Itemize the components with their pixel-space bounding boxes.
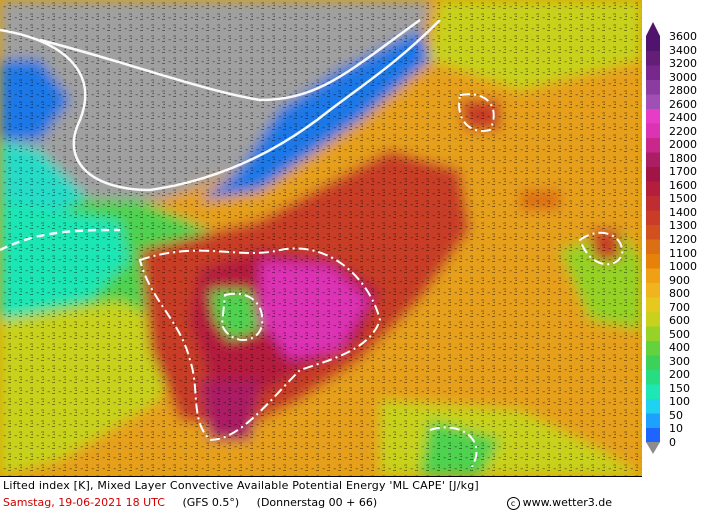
legend-swatch — [646, 166, 660, 182]
legend-swatch — [646, 210, 660, 225]
legend-label: 500 — [669, 327, 690, 341]
legend-swatch — [646, 398, 660, 414]
legend-label: 600 — [669, 314, 690, 328]
legend-label: 900 — [669, 273, 690, 287]
color-legend: 0 10 50 100 150 200 300 400 500 600 700 800 900 1000 1… — [642, 0, 704, 476]
legend-label: 1200 — [669, 233, 697, 246]
footer: Lifted index [K], Mixed Layer Convective… — [0, 476, 642, 513]
legend-label: 1500 — [669, 192, 697, 206]
legend-swatch — [646, 326, 660, 341]
legend-swatch — [646, 282, 660, 298]
legend-label: 50 — [669, 408, 683, 422]
legend-swatch — [646, 79, 660, 95]
legend-min-arrow — [646, 442, 660, 454]
legend-swatch — [646, 108, 660, 124]
legend-label: 1700 — [669, 165, 697, 179]
legend-label: 2400 — [669, 111, 697, 125]
legend-label: 1300 — [669, 219, 697, 233]
footer-model: (GFS 0.5°) — [182, 496, 240, 509]
legend-label: 2000 — [669, 138, 697, 152]
legend-label: 100 — [669, 395, 690, 409]
legend-bar — [646, 22, 660, 454]
legend-swatch — [646, 297, 660, 312]
legend-label: 2800 — [669, 84, 697, 98]
legend-swatch — [646, 137, 660, 153]
legend-label: 0 — [669, 436, 676, 449]
copyright-icon: c — [506, 496, 520, 510]
legend-swatch — [646, 268, 660, 283]
legend-swatch — [646, 413, 660, 428]
weather-map: -3 — [0, 0, 642, 476]
legend-swatch — [646, 427, 660, 443]
legend-swatch — [646, 340, 660, 356]
legend-label: 3200 — [669, 57, 697, 71]
legend-swatch — [646, 65, 660, 80]
legend-label: 1600 — [669, 178, 697, 192]
legend-label: 10 — [669, 422, 683, 436]
legend-label: 1400 — [669, 205, 697, 219]
legend-label: 200 — [669, 368, 690, 382]
cape-field: -3 — [0, 0, 642, 476]
legend-label: 3000 — [669, 70, 697, 84]
footer-run: (Donnerstag 00 + 66) — [256, 496, 378, 509]
copyright-text: www.wetter3.de — [522, 496, 612, 509]
legend-swatch — [646, 36, 660, 51]
legend-swatch — [646, 311, 660, 327]
legend-swatch — [646, 94, 660, 109]
legend-swatch — [646, 181, 660, 196]
legend-label: 150 — [669, 381, 690, 395]
legend-swatch — [646, 50, 660, 66]
legend-label: 400 — [669, 341, 690, 355]
legend-swatch — [646, 355, 660, 370]
legend-label: 300 — [669, 354, 690, 368]
legend-label: 2200 — [669, 124, 697, 138]
legend-label: 1000 — [669, 260, 697, 274]
footer-title: Lifted index [K], Mixed Layer Convective… — [3, 479, 479, 492]
legend-swatch — [646, 152, 660, 167]
legend-swatch — [646, 384, 660, 399]
legend-swatch — [646, 253, 660, 269]
footer-info: Samstag, 19-06-2021 18 UTC (GFS 0.5°) (D… — [3, 496, 391, 509]
legend-swatch — [646, 369, 660, 385]
legend-label: 1100 — [669, 246, 697, 260]
legend-label: 2600 — [669, 97, 697, 111]
legend-swatch — [646, 239, 660, 254]
legend-label: 3400 — [669, 43, 697, 57]
legend-swatch — [646, 195, 660, 211]
legend-label: 1800 — [669, 151, 697, 165]
legend-max-arrow — [646, 22, 660, 36]
legend-label: 800 — [669, 287, 690, 301]
legend-swatch — [646, 123, 660, 138]
legend-label: 700 — [669, 300, 690, 314]
legend-label: 3600 — [669, 30, 697, 43]
footer-date: Samstag, 19-06-2021 18 UTC — [3, 496, 165, 509]
legend-swatch — [646, 224, 660, 240]
footer-copyright[interactable]: c www.wetter3.de — [506, 496, 612, 510]
